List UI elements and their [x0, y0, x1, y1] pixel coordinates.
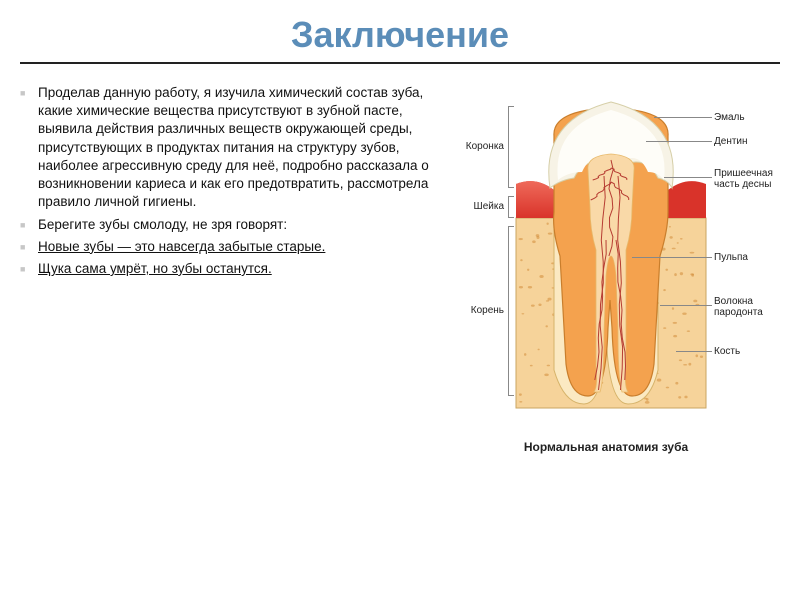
section-label-left: Коронка: [444, 141, 504, 152]
bullet-list: Проделав данную работу, я изучила химиче…: [20, 84, 430, 278]
bullet-text: Проделав данную работу, я изучила химиче…: [38, 85, 429, 209]
bullet-item: Берегите зубы смолоду, не зря говорят:: [38, 216, 430, 234]
section-bracket: [508, 226, 514, 396]
leader-line: [632, 257, 712, 258]
anatomy-label-right: Эмаль: [714, 112, 774, 123]
leader-line: [660, 305, 712, 306]
anatomy-label-right: Волокна пародонта: [714, 296, 774, 318]
section-bracket: [508, 196, 514, 218]
anatomy-label-right: Пульпа: [714, 252, 774, 263]
section-label-left: Шейка: [444, 201, 504, 212]
leader-line: [676, 351, 712, 352]
leader-line: [646, 141, 712, 142]
anatomy-label-right: Пришеечная часть десны: [714, 168, 774, 190]
text-column: Проделав данную работу, я изучила химиче…: [20, 84, 430, 282]
slide-title: Заключение: [0, 0, 800, 62]
section-bracket: [508, 106, 514, 188]
bullet-text: Новые зубы — это навсегда забытые старые…: [38, 239, 325, 254]
leader-line: [664, 177, 712, 178]
slide-content: Проделав данную работу, я изучила химиче…: [0, 64, 800, 282]
bullet-item: Щука сама умрёт, но зубы останутся.: [38, 260, 430, 278]
diagram-column: Нормальная анатомия зуба КоронкаШейкаКор…: [430, 84, 780, 282]
tooth-diagram: Нормальная анатомия зуба Коронка Шейка Кор…: [436, 80, 776, 460]
slide: Заключение Проделав данную работу, я изу…: [0, 0, 800, 600]
bullet-item: Новые зубы — это навсегда забытые старые…: [38, 238, 430, 256]
bullet-text: Берегите зубы смолоду, не зря говорят:: [38, 217, 287, 232]
anatomy-label-right: Дентин: [714, 136, 774, 147]
diagram-caption: Нормальная анатомия зуба: [524, 440, 688, 454]
section-label-left: Корень: [444, 305, 504, 316]
leader-line: [654, 117, 712, 118]
anatomy-label-right: Кость: [714, 346, 774, 357]
bullet-item: Проделав данную работу, я изучила химиче…: [38, 84, 430, 212]
bullet-text: Щука сама умрёт, но зубы останутся.: [38, 261, 272, 276]
